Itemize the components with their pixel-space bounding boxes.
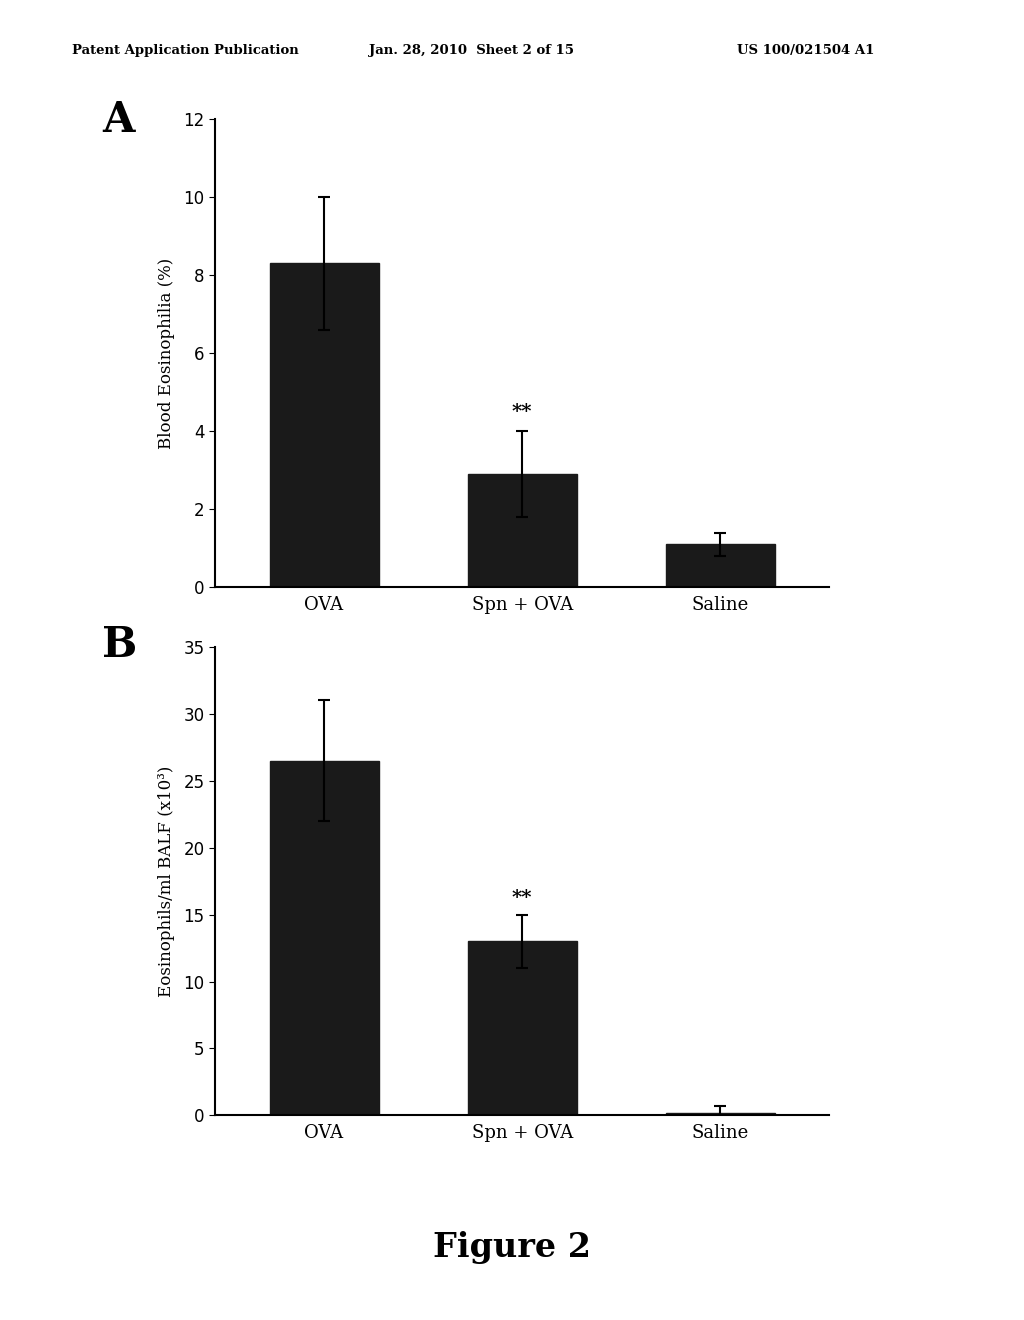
Bar bbox=[666, 544, 775, 587]
Text: B: B bbox=[102, 624, 137, 667]
Text: **: ** bbox=[512, 888, 532, 907]
Text: **: ** bbox=[512, 404, 532, 421]
Text: A: A bbox=[102, 99, 135, 141]
Text: Patent Application Publication: Patent Application Publication bbox=[72, 44, 298, 57]
Bar bbox=[269, 263, 379, 587]
Text: Jan. 28, 2010  Sheet 2 of 15: Jan. 28, 2010 Sheet 2 of 15 bbox=[369, 44, 573, 57]
Bar bbox=[468, 474, 577, 587]
Y-axis label: Eosinophils/ml BALF (x10³): Eosinophils/ml BALF (x10³) bbox=[158, 766, 175, 997]
Bar bbox=[269, 760, 379, 1115]
Y-axis label: Blood Eosinophilia (%): Blood Eosinophilia (%) bbox=[158, 257, 175, 449]
Bar bbox=[468, 941, 577, 1115]
Text: Figure 2: Figure 2 bbox=[433, 1230, 591, 1265]
Text: US 100/021504 A1: US 100/021504 A1 bbox=[737, 44, 874, 57]
Bar bbox=[666, 1113, 775, 1115]
